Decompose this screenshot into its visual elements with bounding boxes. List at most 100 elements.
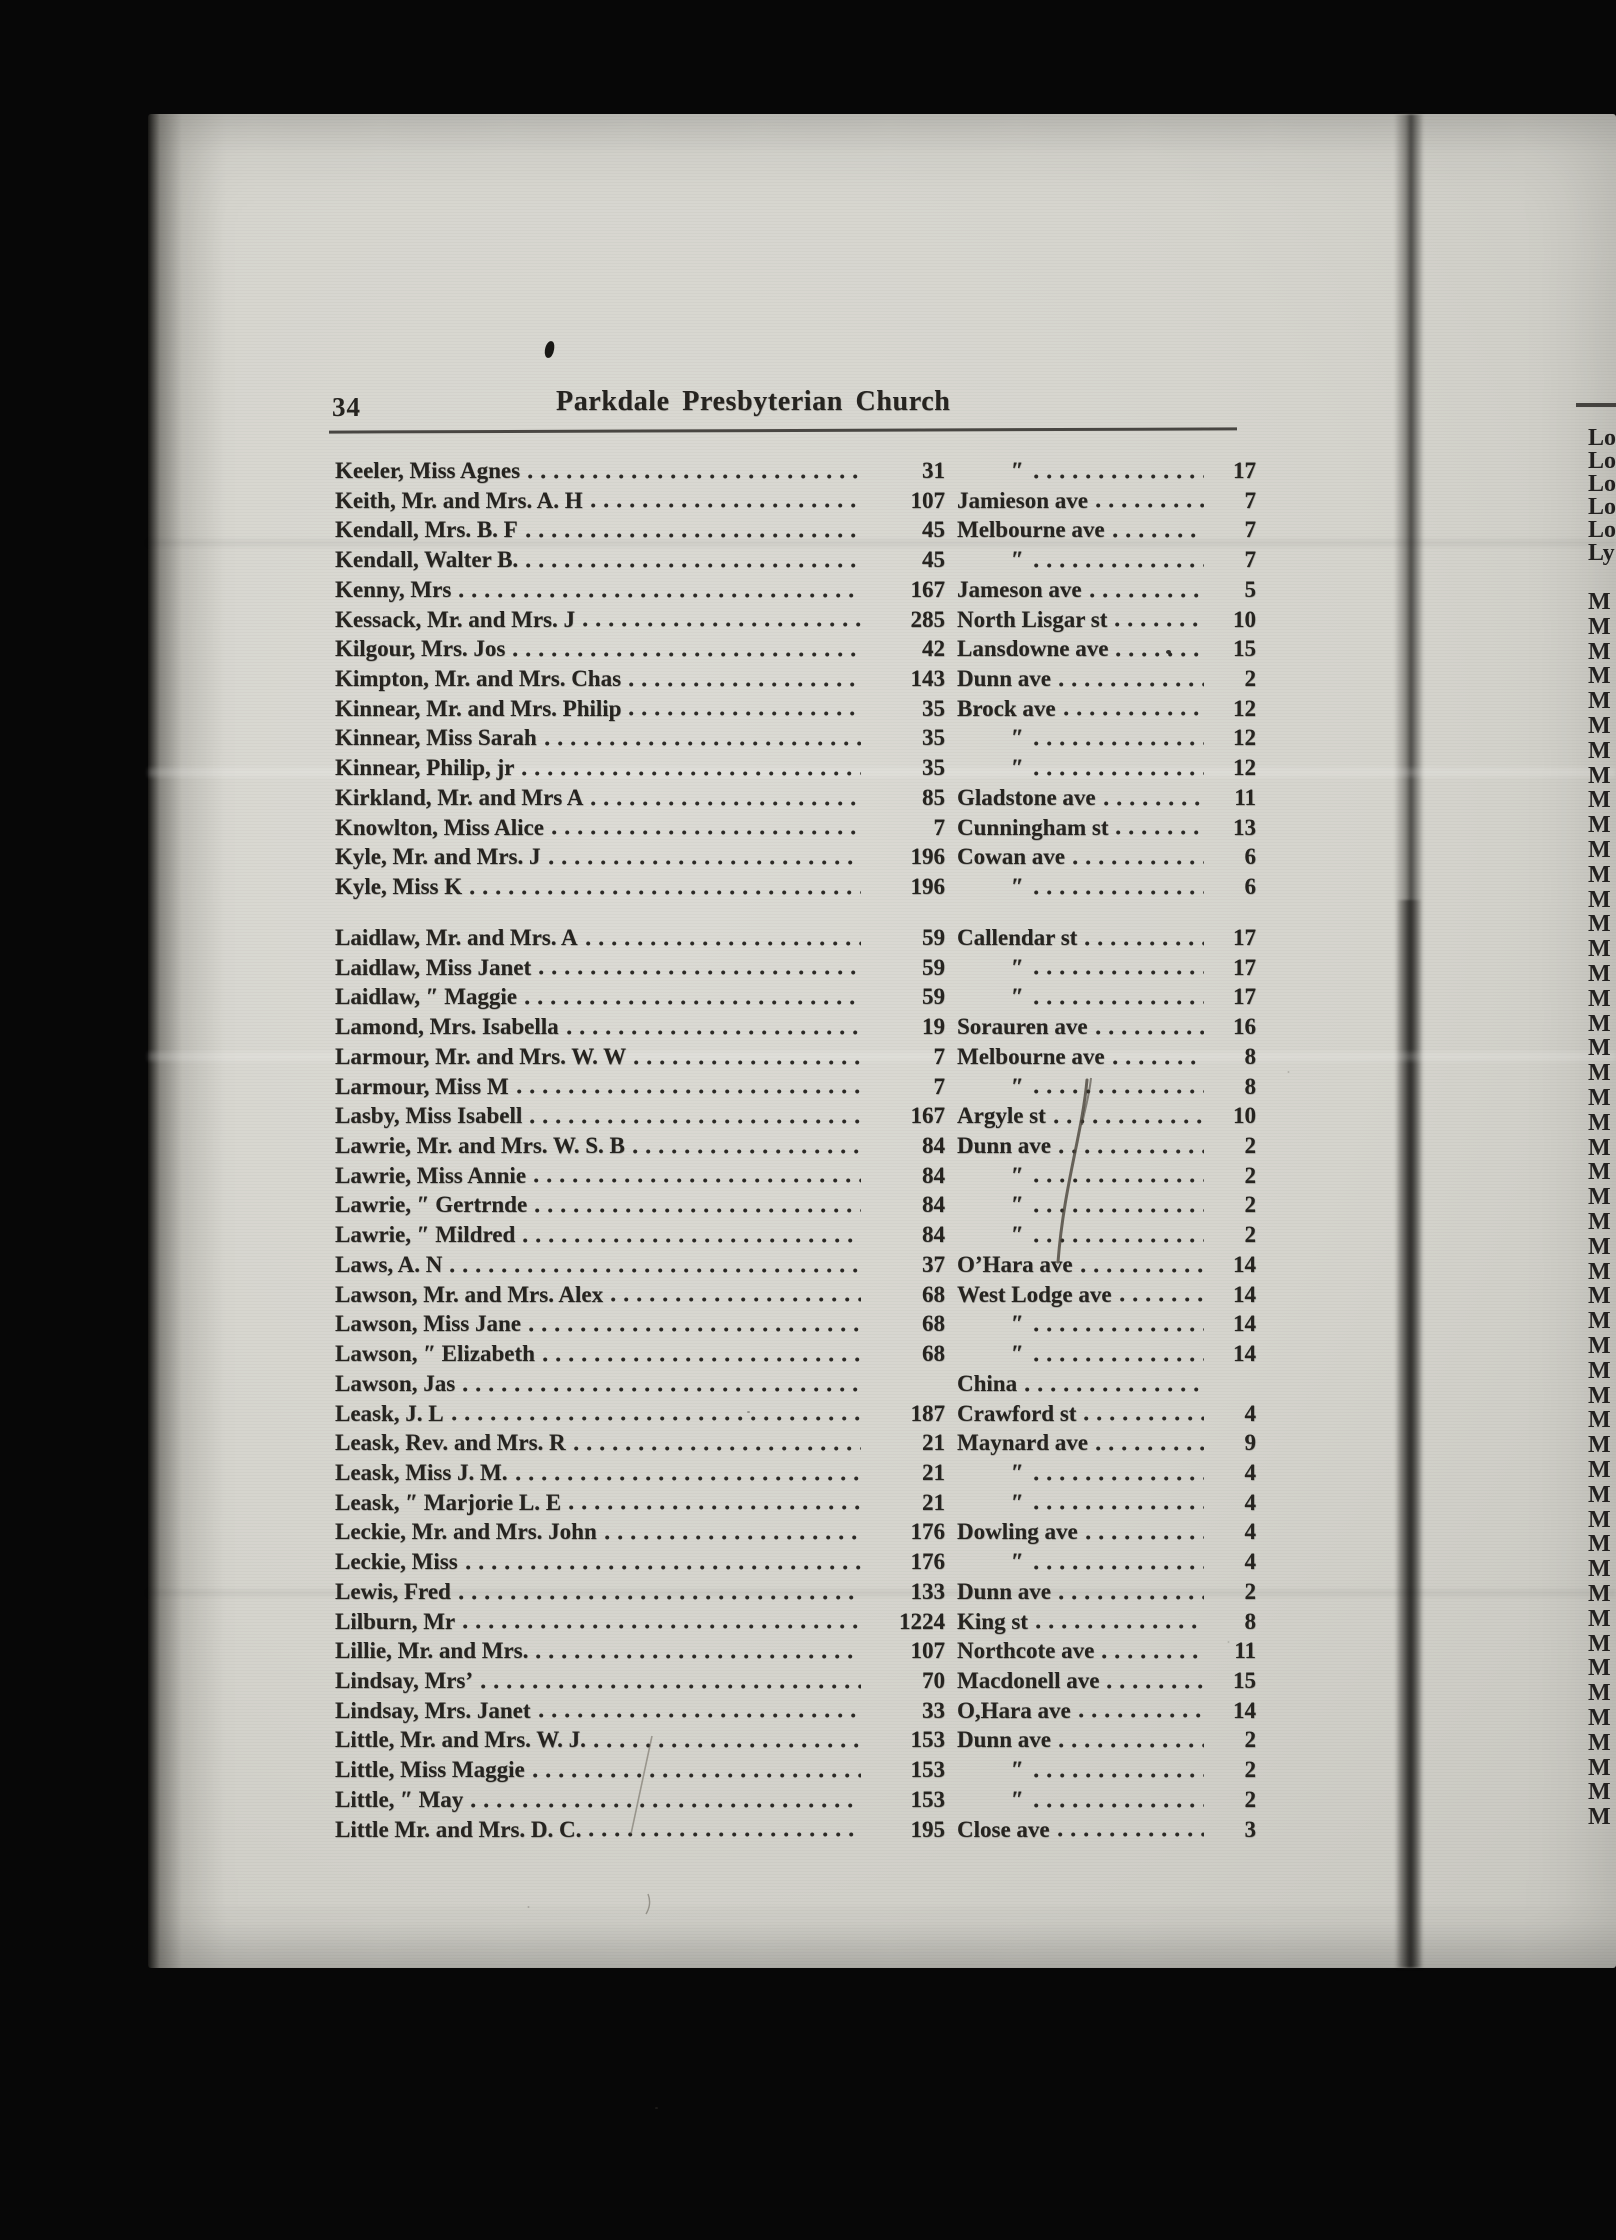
leader-dots (1112, 1041, 1204, 1072)
member-name: Kyle, Mr. and Mrs. J (335, 844, 541, 870)
leader-dots (1033, 1190, 1204, 1221)
leader-dots (1116, 634, 1204, 665)
edge-letter: M (1588, 812, 1611, 839)
street-name: North Lisgar st (957, 606, 1108, 632)
leader-dots (1115, 604, 1204, 635)
table-row: Lawrie, Mr. and Mrs. W. S. B 84 Dunn ave 2 (335, 1131, 1256, 1161)
leader-dots (1116, 812, 1204, 843)
district-number: 12 (1233, 725, 1256, 751)
leader-dots (1084, 1398, 1204, 1429)
table-row: Laidlaw, Miss Janet 59 ″ 17 (335, 952, 1256, 983)
member-name: Kilgour, Mrs. Jos (335, 636, 506, 662)
table-row: Leckie, Mr. and Mrs. John 176 Dowling ave 4 (335, 1517, 1256, 1548)
district-number: 6 (1244, 844, 1257, 870)
edge-letter: M (1588, 1680, 1611, 1707)
street-name: Crawford st (957, 1400, 1077, 1426)
table-row: Kendall, Walter B. 45 ″ 7 (335, 545, 1256, 575)
edge-letter: M (1588, 1655, 1611, 1682)
district-number: 2 (1244, 1133, 1257, 1159)
table-row: Kyle, Miss K 196 ″ 6 (335, 872, 1256, 902)
leader-dots (1033, 1339, 1204, 1369)
table-row: Kirkland, Mr. and Mrs A 85 Gladstone ave 11 (335, 782, 1256, 813)
table-row: Little Mr. and Mrs. D. C. 195 Close ave 3 (335, 1814, 1256, 1845)
street-name: Dunn ave (957, 1578, 1051, 1604)
house-number: 84 (922, 1133, 945, 1159)
house-number: 35 (922, 725, 945, 751)
edge-letter: M (1588, 1556, 1611, 1583)
district-number: 4 (1244, 1459, 1257, 1485)
leader-dots (1033, 1309, 1204, 1340)
house-number: 167 (910, 1103, 946, 1129)
edge-letter: M (1588, 1085, 1611, 1111)
street-name: Jameson ave (957, 576, 1082, 602)
member-name: Laidlaw, ″ Maggie (335, 984, 518, 1010)
table-row: Knowlton, Miss Alice 7 Cunningham st 13 (335, 812, 1256, 843)
leader-dots (525, 982, 861, 1013)
member-name: Lawrie, Mr. and Mrs. W. S. B (335, 1133, 625, 1159)
member-name: Lawrie, Miss Annie (335, 1162, 527, 1188)
district-number: 2 (1244, 1786, 1257, 1812)
district-number: 11 (1234, 1638, 1256, 1664)
leader-dots (548, 842, 861, 873)
edge-letter: M (1588, 1184, 1611, 1211)
member-name: Lawson, Miss Jane (335, 1311, 521, 1337)
member-name: Laidlaw, Mr. and Mrs. A (335, 925, 578, 950)
leader-dots (1119, 1279, 1204, 1310)
leader-dots (1033, 1160, 1204, 1191)
member-name: Lasby, Miss Isabell (335, 1103, 523, 1129)
edge-letter: M (1588, 1432, 1611, 1459)
leader-dots (516, 1071, 861, 1102)
edge-letter: M (1588, 1209, 1611, 1235)
member-name: Lawson, ″ Elizabeth (335, 1341, 535, 1367)
leader-dots (528, 456, 861, 486)
leader-dots (1025, 1368, 1204, 1399)
table-row: Lawrie, ″ Gertrnde 84 ″ 2 (335, 1190, 1257, 1221)
leader-dots (1033, 1784, 1204, 1815)
leader-dots (1095, 1012, 1204, 1042)
leader-dots (634, 1041, 861, 1072)
leader-dots (1033, 872, 1204, 902)
street-name: ″ (1011, 1786, 1026, 1812)
member-name: Laidlaw, Miss Janet (335, 954, 532, 980)
district-number: 2 (1244, 1192, 1257, 1218)
leader-dots (566, 1012, 861, 1042)
district-number: 8 (1244, 1073, 1257, 1099)
house-number: 59 (922, 984, 945, 1010)
edge-letter: M (1588, 1134, 1611, 1161)
leader-dots (523, 1220, 861, 1250)
edge-letter: M (1588, 961, 1611, 987)
edge-letter: Ly (1588, 540, 1615, 566)
member-name: Leask, ″ Marjorie L. E (335, 1489, 562, 1515)
street-name: ″ (1011, 1073, 1026, 1099)
edge-letter: M (1588, 1506, 1611, 1533)
leader-dots (530, 1101, 861, 1132)
street-name: ″ (1011, 1311, 1026, 1337)
member-name: Keith, Mr. and Mrs. A. H (335, 487, 583, 513)
street-name: ″ (1011, 1162, 1026, 1188)
table-row: Kilgour, Mrs. Jos 42 Lansdowne ave 15 (335, 634, 1256, 665)
leader-dots (1089, 574, 1204, 605)
member-name: Larmour, Miss M (335, 1073, 509, 1099)
district-number: 17 (1233, 954, 1256, 980)
member-name: Kimpton, Mr. and Mrs. Chas (335, 666, 622, 692)
member-name: Kendall, Walter B. (335, 547, 519, 573)
district-number: 7 (1244, 517, 1257, 543)
leader-dots (450, 1249, 861, 1280)
leader-dots (590, 485, 861, 516)
district-number: 14 (1233, 1697, 1256, 1723)
house-number: 143 (910, 666, 946, 692)
member-name: Kyle, Miss K (335, 874, 463, 900)
district-number: 2 (1244, 1727, 1257, 1753)
member-name: Lilburn, Mr (335, 1608, 456, 1634)
member-name: Little, Mr. and Mrs. W. J. (335, 1727, 586, 1753)
edge-letter: M (1588, 1581, 1611, 1607)
house-number: 167 (910, 576, 946, 602)
district-number: 17 (1233, 925, 1256, 950)
leader-dots (522, 753, 861, 783)
leader-dots (589, 1814, 861, 1845)
house-number: 195 (910, 1816, 946, 1842)
table-row: Laws, A. N 37 O’Hara ave 14 (335, 1249, 1256, 1280)
edge-letter: M (1588, 663, 1611, 690)
leader-dots (1112, 515, 1204, 546)
